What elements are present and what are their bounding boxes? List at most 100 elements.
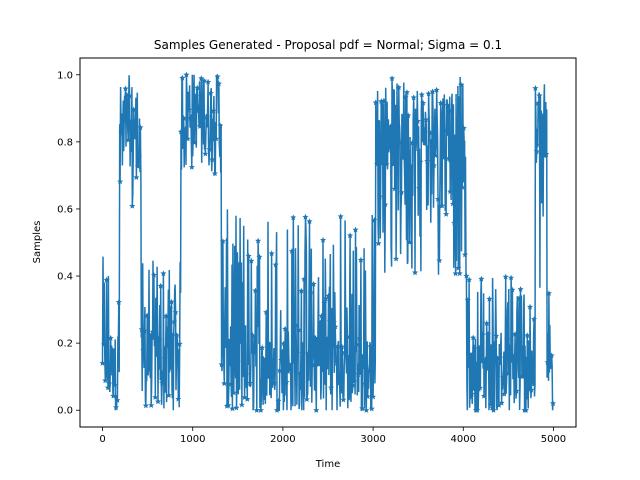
y-tick-label: 1.0 (57, 70, 73, 81)
data-point-marker (429, 88, 436, 95)
data-point-marker (398, 189, 405, 196)
data-point-marker (497, 354, 504, 361)
data-point-marker (384, 126, 391, 133)
data-point-marker (297, 371, 304, 377)
data-point-marker (532, 85, 539, 91)
data-point-marker (303, 396, 310, 402)
data-point-marker (547, 364, 554, 370)
data-point-marker (459, 184, 466, 190)
chart-title: Samples Generated - Proposal pdf = Norma… (154, 38, 502, 52)
data-point-marker (140, 347, 147, 354)
data-point-marker (222, 343, 229, 349)
data-point-marker (176, 340, 183, 347)
y-tick-label: 0.6 (57, 204, 73, 215)
data-point-marker (403, 89, 410, 95)
data-point-marker (269, 365, 276, 372)
data-point-marker (192, 92, 199, 99)
data-point-marker (386, 134, 393, 140)
data-point-marker (283, 379, 290, 385)
data-point-marker (159, 379, 166, 386)
data-point-marker (451, 219, 458, 226)
data-point-marker (527, 303, 534, 310)
x-tick-label: 5000 (541, 434, 566, 445)
data-point-marker (118, 130, 125, 137)
data-point-marker (205, 78, 212, 85)
data-point-marker (544, 359, 551, 366)
data-point-marker (510, 353, 517, 360)
data-point-marker (150, 271, 157, 278)
data-point-marker (426, 129, 433, 136)
data-point-marker (229, 405, 236, 412)
data-point-marker (195, 107, 202, 114)
data-point-marker (306, 218, 313, 225)
data-point-marker (280, 340, 287, 347)
data-point-marker (347, 232, 354, 239)
data-point-marker (416, 185, 423, 191)
data-point-marker (357, 256, 364, 263)
data-point-marker (334, 343, 341, 349)
x-axis-label: Time (315, 459, 340, 470)
data-point-marker (314, 358, 321, 365)
data-point-marker (109, 359, 116, 366)
data-point-marker (246, 379, 253, 386)
data-point-marker (190, 128, 197, 134)
data-point-marker (535, 100, 542, 106)
data-point-marker (491, 358, 498, 365)
data-point-marker (478, 275, 485, 282)
data-point-marker (504, 336, 511, 343)
data-point-marker (275, 397, 282, 404)
data-point-marker (332, 323, 339, 330)
data-point-marker (440, 154, 447, 161)
data-point-marker (149, 328, 156, 335)
data-point-marker (470, 334, 477, 341)
data-point-marker (409, 139, 416, 146)
data-point-marker (302, 213, 309, 220)
data-point-marker (322, 295, 329, 302)
data-point-marker (148, 402, 155, 408)
x-tick-label: 2000 (270, 434, 295, 445)
data-point-marker (290, 214, 297, 221)
data-point-marker (467, 352, 474, 359)
data-point-marker (505, 370, 512, 377)
data-point-marker (299, 341, 306, 348)
data-point-marker (144, 312, 151, 319)
data-point-marker (476, 384, 483, 391)
data-point-marker (435, 196, 442, 202)
data-point-marker (444, 102, 451, 108)
data-point-marker (180, 115, 187, 121)
data-point-marker (412, 269, 419, 276)
data-point-marker (371, 216, 378, 223)
data-point-marker (460, 125, 467, 131)
data-point-marker (432, 152, 439, 159)
data-point-marker (102, 377, 109, 384)
data-point-marker (508, 274, 515, 281)
data-point-marker (272, 261, 279, 268)
data-point-marker (391, 185, 398, 192)
data-point-marker (196, 123, 203, 129)
data-point-marker (479, 332, 486, 338)
data-point-marker (184, 135, 191, 142)
data-point-marker (279, 348, 286, 355)
data-point-marker (338, 343, 345, 350)
data-point-marker (253, 407, 260, 413)
data-point-marker (318, 312, 325, 319)
data-point-marker (153, 339, 160, 346)
data-point-marker (389, 75, 396, 82)
data-point-marker (236, 261, 243, 267)
data-point-marker (155, 398, 162, 405)
data-point-marker (352, 226, 359, 233)
data-point-marker (452, 270, 459, 277)
data-point-marker (295, 326, 302, 333)
data-point-marker (103, 276, 110, 283)
data-point-marker (169, 332, 176, 339)
data-point-marker (145, 359, 152, 366)
data-point-marker (309, 361, 316, 368)
data-point-marker (436, 257, 443, 264)
data-point-marker (152, 394, 159, 400)
data-point-marker (113, 404, 120, 411)
data-point-marker (458, 81, 465, 88)
data-point-marker (310, 280, 317, 287)
data-point-marker (313, 407, 320, 413)
data-point-marker (517, 286, 524, 292)
